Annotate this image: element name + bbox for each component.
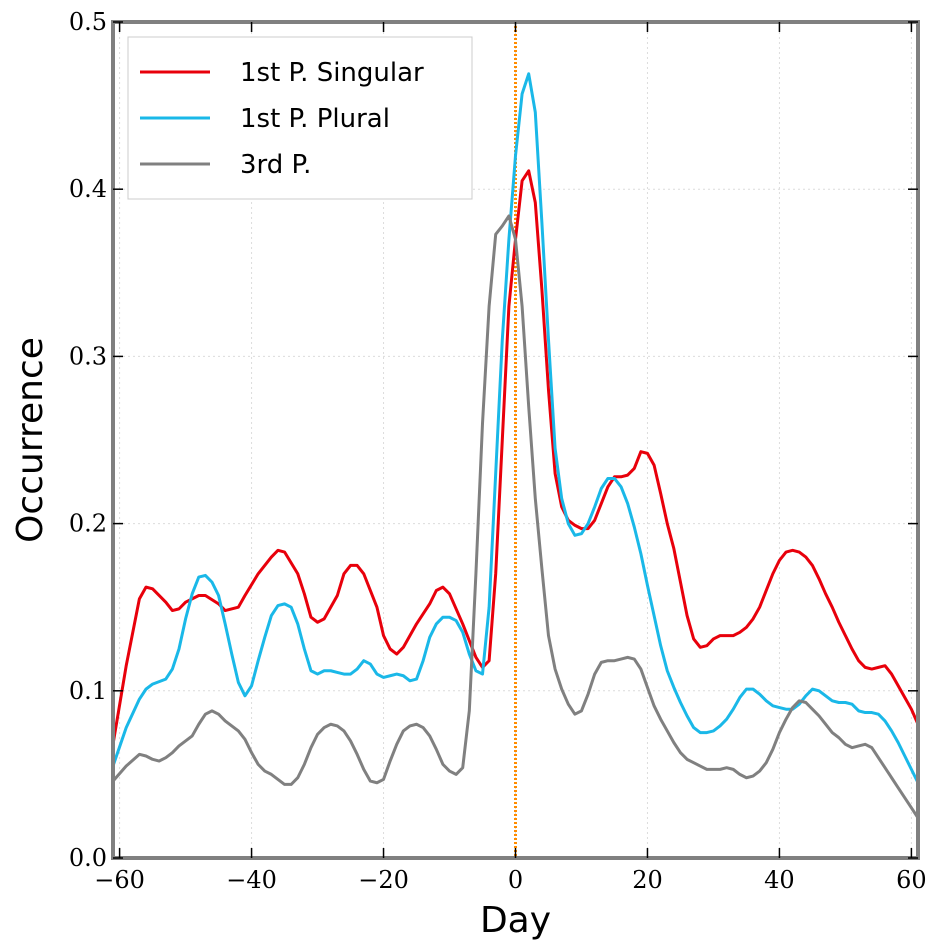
series-layer [111, 72, 920, 819]
y-tick-label: 0.3 [69, 342, 107, 370]
x-tick-label: −20 [358, 866, 409, 894]
y-tick-labels: 0.0 0.1 0.2 0.3 0.4 0.5 [69, 8, 107, 872]
series-line-3 [111, 214, 920, 819]
series-line-2 [111, 72, 920, 784]
x-tick-label: 60 [896, 866, 927, 894]
x-tick-labels: −60 −40 −20 0 20 40 60 [94, 866, 926, 894]
x-tick-label: −40 [226, 866, 277, 894]
x-tick-label: −60 [94, 866, 145, 894]
x-axis-title: Day [480, 900, 551, 941]
y-tick-label: 0.5 [69, 8, 107, 36]
x-tick-label: 20 [632, 866, 663, 894]
legend-label: 3rd P. [240, 150, 311, 180]
y-tick-label: 0.0 [69, 844, 107, 872]
tick-marks [113, 21, 918, 859]
y-tick-label: 0.4 [69, 175, 107, 203]
legend-label: 1st P. Plural [240, 104, 390, 134]
x-tick-label: 40 [764, 866, 795, 894]
y-tick-label: 0.2 [69, 510, 107, 538]
legend: 1st P. Singular 1st P. Plural 3rd P. [127, 36, 473, 200]
y-axis-title: Occurrence [10, 337, 51, 543]
x-tick-label: 0 [508, 866, 523, 894]
legend-label: 1st P. Singular [240, 58, 424, 88]
y-tick-label: 0.1 [69, 677, 107, 705]
